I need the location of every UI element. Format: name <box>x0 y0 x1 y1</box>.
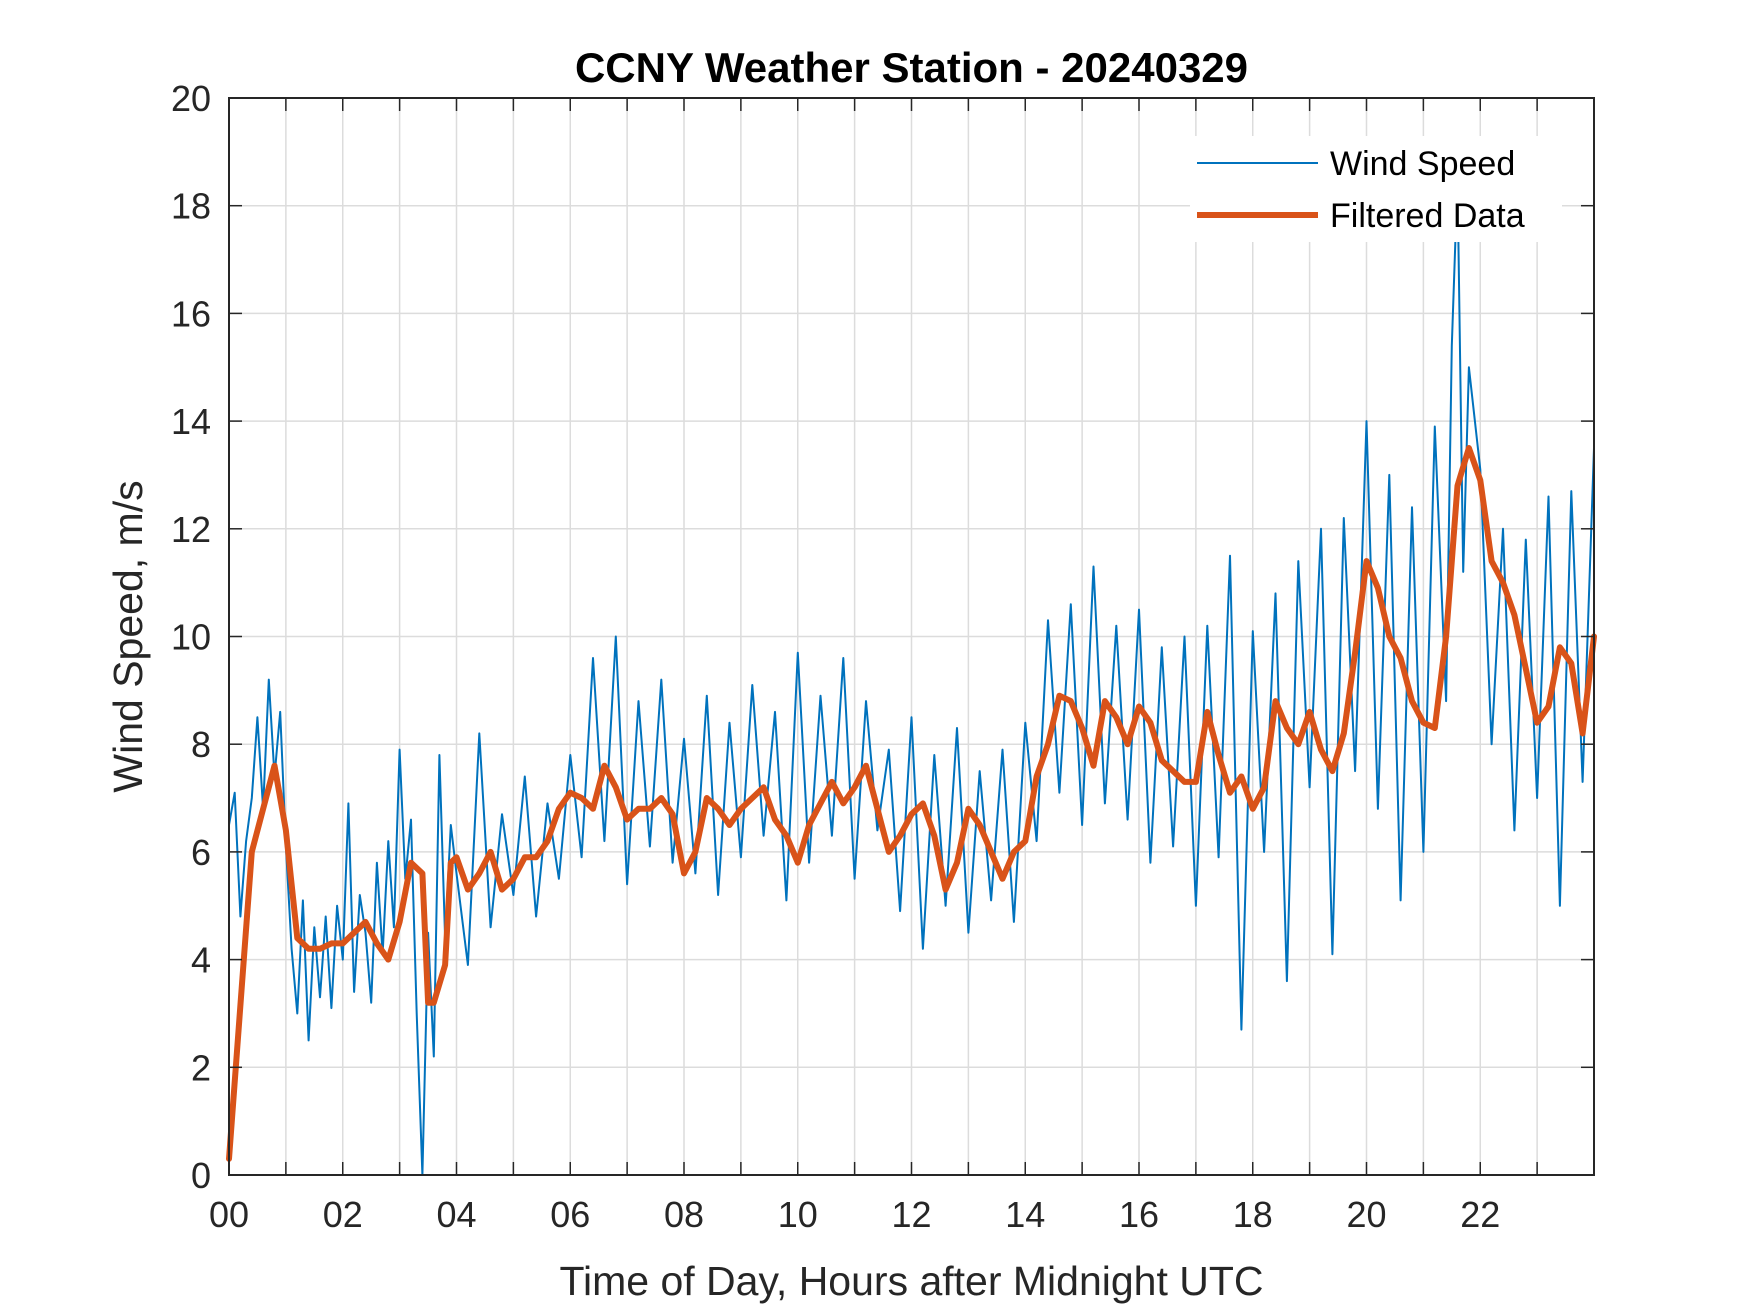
chart-title: CCNY Weather Station - 20240329 <box>575 44 1248 91</box>
y-tick-label: 2 <box>191 1047 211 1088</box>
tick-layer: 00 02 04 06 08 10 12 14 16 18 20 220246810121416182… <box>171 78 1594 1235</box>
series-layer <box>226 177 1597 1176</box>
x-tick-label: 00 <box>209 1194 249 1235</box>
x-axis-label: Time of Day, Hours after Midnight UTC <box>559 1258 1263 1304</box>
x-tick-label: 10 <box>778 1194 818 1235</box>
x-tick-label: 18 <box>1233 1194 1273 1235</box>
y-tick-label: 12 <box>171 509 211 550</box>
series-line-filtered-data <box>226 445 1597 1162</box>
grid-layer <box>229 98 1594 1175</box>
y-tick-label: 14 <box>171 401 211 442</box>
x-tick-label: 04 <box>436 1194 476 1235</box>
x-tick-label: 16 <box>1119 1194 1159 1235</box>
x-tick-label: 02 <box>323 1194 363 1235</box>
legend-label-filtered-data: Filtered Data <box>1330 197 1525 235</box>
legend: Wind Speed Filtered Data <box>1190 136 1562 242</box>
y-tick-label: 0 <box>191 1155 211 1196</box>
y-tick-label: 10 <box>171 617 211 658</box>
y-tick-label: 8 <box>191 724 211 765</box>
x-tick-label: 22 <box>1460 1194 1500 1235</box>
x-tick-label: 12 <box>891 1194 931 1235</box>
y-tick-label: 6 <box>191 832 211 873</box>
y-tick-label: 18 <box>171 186 211 227</box>
legend-label-wind-speed: Wind Speed <box>1330 145 1515 183</box>
y-tick-label: 4 <box>191 940 211 981</box>
x-tick-label: 08 <box>664 1194 704 1235</box>
x-tick-label: 06 <box>550 1194 590 1235</box>
legend-box <box>1190 136 1562 242</box>
y-axis-label: Wind Speed, m/s <box>105 480 151 792</box>
y-tick-label: 16 <box>171 293 211 334</box>
x-tick-label: 14 <box>1005 1194 1045 1235</box>
x-tick-label: 20 <box>1346 1194 1386 1235</box>
y-tick-label: 20 <box>171 78 211 119</box>
